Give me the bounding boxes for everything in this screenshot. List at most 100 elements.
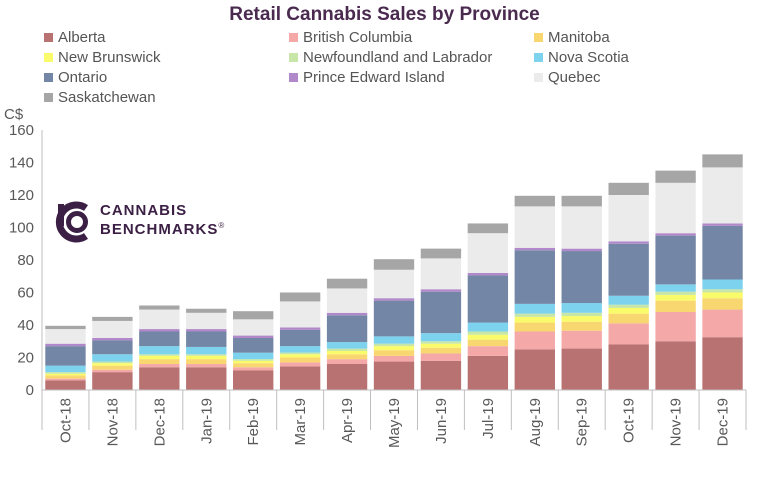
legend-swatch <box>534 53 543 62</box>
bar-segment <box>233 319 274 336</box>
bar-segment <box>608 344 649 390</box>
bar-segment <box>561 303 602 313</box>
bar-segment <box>420 341 462 344</box>
bar-segment <box>92 316 133 321</box>
bar-segment <box>608 307 649 314</box>
bar-segment <box>420 248 462 259</box>
bar-segment <box>655 294 696 301</box>
bar-segment <box>420 258 462 290</box>
bar-segment <box>279 292 321 302</box>
bar-segment <box>655 170 696 183</box>
bar-segment <box>608 243 649 296</box>
bar-segment <box>702 167 743 224</box>
y-tick-label: 40 <box>17 317 34 334</box>
bar-segment <box>467 355 509 391</box>
bar-segment <box>561 316 602 322</box>
bar-segment <box>702 225 743 280</box>
bar-segment <box>279 357 321 363</box>
bar-segment <box>45 373 86 376</box>
bar-segment <box>45 375 86 379</box>
legend-label: Alberta <box>58 29 106 46</box>
bar-segment <box>186 359 227 365</box>
bar-segment <box>373 298 415 301</box>
bar-segment <box>420 347 462 354</box>
bar-segment <box>702 279 743 290</box>
bar-segment <box>326 348 368 351</box>
bar-segment <box>467 331 509 335</box>
bar-segment <box>655 235 696 285</box>
x-tick-label: Nov-18 <box>104 398 121 446</box>
bar-segment <box>467 233 509 273</box>
bar-segment <box>186 367 227 390</box>
legend-swatch <box>534 33 543 42</box>
y-tick-label: 20 <box>17 350 34 367</box>
bar-segment <box>326 278 368 289</box>
bar-segment <box>279 354 321 358</box>
bar-segment <box>279 329 321 347</box>
y-axis-label: C$ <box>4 106 24 123</box>
legend-label: Nova Scotia <box>548 49 629 66</box>
x-tick-label: Dec-18 <box>151 398 168 446</box>
bar-segment <box>186 331 227 347</box>
bar-segment <box>279 352 321 355</box>
bar-segment <box>561 321 602 331</box>
bar-segment <box>655 284 696 292</box>
bar-segment <box>420 353 462 361</box>
bar-segment <box>92 369 133 373</box>
bar-stack <box>655 170 696 390</box>
bar-stack <box>45 325 86 390</box>
bar-stack <box>608 182 649 390</box>
x-tick-label: May-19 <box>386 398 403 448</box>
bar-segment <box>186 329 227 332</box>
bar-segment <box>186 308 227 313</box>
bar-segment <box>702 223 743 226</box>
bar-segment <box>326 364 368 390</box>
bar-segment <box>420 360 462 390</box>
bar-segment <box>420 333 462 342</box>
x-tick-label: Oct-19 <box>621 398 638 443</box>
bar-segment <box>139 305 180 310</box>
x-tick-label: Jan-19 <box>198 398 215 444</box>
bar-segment <box>608 323 649 345</box>
bar-segment <box>139 331 180 347</box>
bar-segment <box>702 298 743 310</box>
y-tick-label: 160 <box>9 122 34 139</box>
bar-segment <box>92 363 133 366</box>
bar-segment <box>655 233 696 236</box>
bar-segment <box>702 292 743 299</box>
bar-segment <box>92 365 133 370</box>
bar-segment <box>139 367 180 390</box>
legend-label: Newfoundland and Labrador <box>303 49 493 66</box>
bar-stack <box>561 195 602 390</box>
registered-mark: ® <box>218 221 226 230</box>
bar-segment <box>373 361 415 390</box>
bar-segment <box>186 312 227 330</box>
bar-segment <box>139 359 180 365</box>
bar-segment <box>139 346 180 355</box>
bar-segment <box>279 327 321 330</box>
bar-segment <box>514 316 555 323</box>
bar-segment <box>514 247 555 251</box>
bar-segment <box>139 329 180 332</box>
bar-segment <box>608 313 649 324</box>
bar-stack <box>467 223 509 391</box>
bar-segment <box>514 303 555 314</box>
bar-segment <box>139 309 180 330</box>
y-tick-label: 120 <box>9 187 34 204</box>
bar-segment <box>233 370 274 390</box>
bar-segment <box>233 367 274 371</box>
bar-segment <box>608 295 649 305</box>
x-tick-label: Nov-19 <box>668 398 685 446</box>
bar-segment <box>467 273 509 276</box>
bar-segment <box>373 336 415 344</box>
x-tick-label: Dec-19 <box>715 398 732 446</box>
bar-segment <box>514 331 555 350</box>
bar-segment <box>279 362 321 367</box>
y-tick-label: 0 <box>26 382 34 399</box>
bar-segment <box>233 338 274 353</box>
bar-segment <box>233 359 274 361</box>
bar-segment <box>420 291 462 334</box>
bar-segment <box>233 363 274 368</box>
bar-segment <box>655 341 696 390</box>
bar-segment <box>420 289 462 292</box>
